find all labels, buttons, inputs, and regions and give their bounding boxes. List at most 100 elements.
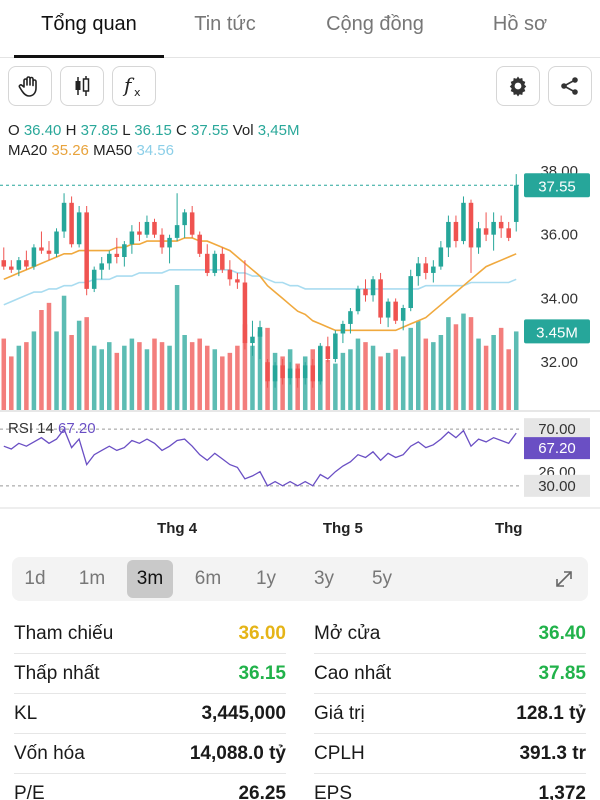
volume-bar — [159, 342, 165, 410]
expand-icon[interactable] — [552, 567, 576, 591]
candle-body — [227, 269, 233, 280]
volume-bar — [506, 349, 511, 410]
stat-pe: P/E 26.25 — [14, 783, 286, 800]
range-5y[interactable]: 5y — [371, 568, 393, 589]
volume-bar — [204, 345, 210, 410]
volume-bar — [69, 335, 74, 410]
candle-body — [408, 276, 413, 308]
volume-bar — [363, 342, 368, 410]
volume-bar — [122, 345, 127, 410]
candlestick-icon — [75, 76, 90, 96]
volume-bar — [99, 349, 104, 410]
stat-eps: EPS 1,372 — [314, 783, 586, 800]
candle-body — [24, 260, 29, 267]
candle-body — [325, 346, 331, 359]
candle-body — [250, 336, 255, 344]
volume-bar — [76, 320, 82, 410]
volume-bar — [431, 342, 436, 410]
top-tabs: Tổng quan Tin tức Cộng đồng Hồ sơ — [0, 0, 600, 58]
candle-body — [340, 323, 346, 334]
tab-profile[interactable]: Hồ sơ — [492, 12, 548, 35]
volume-value: 3,45M — [257, 122, 300, 139]
rsi-70-badge — [524, 418, 590, 441]
candle-body — [167, 237, 172, 248]
volume-bar — [257, 331, 263, 410]
candle-body — [483, 228, 489, 235]
share-button[interactable] — [548, 66, 592, 106]
candle-body — [76, 212, 82, 245]
candle-body — [318, 346, 323, 382]
candle-body — [99, 263, 104, 270]
volume-bar — [408, 327, 413, 410]
tab-news[interactable]: Tin tức — [194, 12, 256, 35]
volume-bar — [212, 349, 218, 410]
function-icon: f x — [122, 73, 141, 99]
share-icon — [561, 77, 578, 95]
volume-bar — [91, 345, 97, 410]
candle-body — [302, 365, 308, 379]
tab-community[interactable]: Cộng đồng — [326, 12, 424, 35]
candle-body — [1, 260, 7, 267]
volume-bar — [453, 324, 459, 410]
volume-bar — [498, 327, 504, 410]
month-label: Thg 5 — [323, 520, 363, 537]
candle-body — [506, 228, 511, 238]
range-1m[interactable]: 1m — [78, 568, 106, 589]
candle-body — [280, 365, 285, 379]
candle-body — [152, 221, 157, 235]
candle-body — [189, 212, 195, 235]
volume-bar — [144, 349, 150, 410]
rsi-current-value: 67.20 — [58, 420, 96, 437]
volume-bar — [513, 331, 519, 410]
range-1d[interactable]: 1d — [24, 568, 46, 589]
rsi-title: RSI 14 67.20 — [8, 420, 96, 437]
range-3y[interactable]: 3y — [313, 568, 335, 589]
settings-button[interactable] — [496, 66, 540, 106]
candle-body — [333, 333, 338, 359]
candle-body — [235, 279, 240, 283]
candle-body — [310, 365, 316, 382]
stat-low: Thấp nhất 36.15 — [14, 654, 286, 694]
stat-value: Giá trị 128.1 tỷ — [314, 694, 586, 734]
price-tick-label: 32.00 — [540, 354, 578, 371]
high-value: 37.85 — [80, 122, 119, 139]
volume-bar — [348, 349, 353, 410]
candle-body — [295, 368, 300, 379]
candle-body — [107, 253, 112, 264]
volume-bar — [378, 356, 383, 410]
hand-tool-button[interactable] — [8, 66, 52, 106]
candle-body — [385, 301, 391, 318]
close-value: 37.55 — [191, 122, 229, 139]
candle-body — [257, 327, 263, 337]
volume-bar — [476, 338, 481, 410]
volume-bar — [385, 352, 391, 410]
rsi-30-badge — [524, 474, 590, 497]
volume-bar — [227, 352, 233, 410]
tab-overview[interactable]: Tổng quan — [14, 0, 164, 58]
ohlc-line: O 36.40 H 37.85 L 36.15 C 37.55 Vol 3,45… — [8, 122, 300, 139]
volume-bar — [137, 342, 142, 410]
indicator-button[interactable]: f x — [112, 66, 156, 106]
candle-type-button[interactable] — [60, 66, 104, 106]
volume-bar — [355, 338, 361, 410]
range-1y[interactable]: 1y — [255, 568, 277, 589]
volume-bar — [39, 310, 44, 410]
volume-bar — [333, 363, 338, 410]
volume-bar — [84, 317, 89, 410]
last-price-label: 37.55 — [538, 178, 576, 195]
candle-body — [159, 234, 165, 248]
range-3m[interactable]: 3m — [127, 560, 173, 598]
hand-icon — [18, 76, 37, 97]
volume-bar — [167, 345, 172, 410]
rsi-value-badge-label: 67.20 — [538, 440, 576, 457]
volume-bar — [325, 360, 331, 410]
rsi-line — [3, 427, 517, 487]
stat-market-cap: Vốn hóa 14,088.0 tỷ — [14, 734, 286, 774]
rsi-30-label: 30.00 — [538, 478, 576, 495]
candle-body — [46, 250, 52, 254]
stat-shares-outstanding: CPLH 391.3 tr — [314, 734, 586, 774]
range-6m[interactable]: 6m — [194, 568, 222, 589]
low-value: 36.15 — [134, 122, 172, 139]
last-volume-badge — [524, 319, 590, 344]
